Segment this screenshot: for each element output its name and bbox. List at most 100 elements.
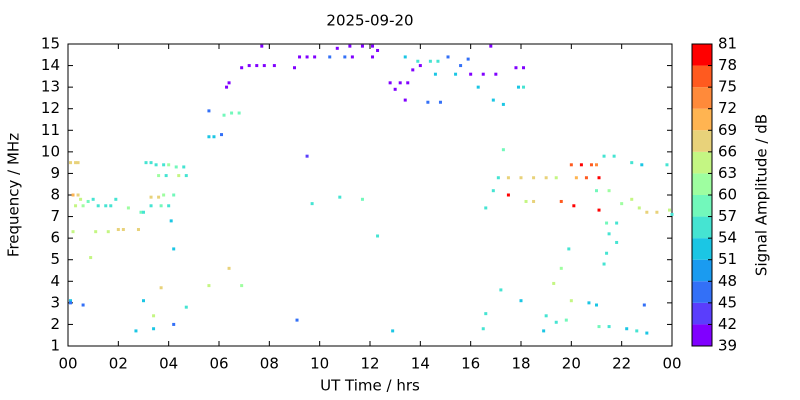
point — [411, 68, 415, 72]
y-tick-label: 6 — [50, 229, 60, 247]
point — [501, 148, 505, 152]
colorbar-label: Signal Amplitude / dB — [753, 114, 771, 276]
y-tick-label: 11 — [41, 121, 60, 139]
point — [655, 210, 659, 214]
chart-title: 2025-09-20 — [326, 12, 413, 30]
point — [172, 247, 176, 251]
point — [350, 55, 354, 59]
point — [589, 163, 593, 167]
colorbar-band — [692, 108, 712, 131]
point — [446, 55, 450, 59]
point — [519, 299, 523, 303]
colorbar-band — [692, 216, 712, 239]
point — [184, 305, 188, 309]
point — [605, 251, 609, 255]
point — [371, 55, 375, 59]
point — [293, 66, 296, 70]
point — [81, 303, 85, 307]
point — [454, 72, 458, 76]
point — [615, 240, 619, 244]
point — [86, 199, 90, 203]
point — [247, 64, 251, 68]
point — [149, 204, 153, 208]
point — [398, 81, 402, 85]
point — [116, 228, 120, 232]
point — [428, 59, 432, 63]
point — [489, 44, 493, 48]
point — [433, 72, 437, 76]
point — [207, 109, 211, 113]
x-tick-label: 04 — [159, 355, 178, 373]
point — [418, 64, 422, 68]
point — [524, 199, 528, 203]
point — [625, 327, 629, 331]
point — [335, 46, 339, 50]
x-tick-label: 10 — [310, 355, 329, 373]
point — [212, 135, 216, 139]
point — [476, 85, 480, 89]
point — [157, 174, 161, 178]
point — [360, 197, 364, 201]
point — [579, 163, 583, 167]
point — [313, 55, 317, 59]
point — [71, 230, 75, 234]
point — [615, 221, 619, 225]
y-tick-label: 13 — [41, 78, 60, 96]
point — [96, 204, 100, 208]
colorbar-band — [692, 44, 712, 66]
point — [391, 329, 395, 333]
y-tick-label: 4 — [50, 272, 60, 290]
point — [184, 174, 188, 178]
point — [237, 111, 241, 115]
point — [552, 281, 556, 285]
point — [149, 161, 153, 165]
point — [436, 59, 440, 63]
point — [139, 210, 143, 214]
point — [104, 204, 108, 208]
point — [109, 204, 113, 208]
point — [640, 163, 644, 167]
point — [152, 314, 156, 318]
point — [522, 66, 526, 70]
point — [416, 59, 420, 63]
point — [136, 228, 140, 232]
point — [554, 176, 558, 180]
point — [91, 197, 95, 201]
point — [152, 327, 156, 331]
colorbar-band — [692, 259, 712, 282]
point — [602, 262, 606, 266]
point — [554, 320, 558, 324]
point — [376, 234, 380, 238]
point — [167, 204, 171, 208]
point — [393, 87, 397, 91]
point — [569, 163, 573, 167]
point — [167, 163, 171, 167]
point — [602, 154, 606, 158]
point — [76, 161, 80, 165]
x-tick-label: 00 — [58, 355, 77, 373]
y-tick-label: 9 — [50, 164, 60, 182]
colorbar-tick-label: 63 — [718, 164, 737, 182]
point — [164, 174, 168, 178]
point — [348, 44, 352, 48]
colorbar-tick-label: 51 — [718, 250, 737, 268]
x-tick-label: 14 — [411, 355, 430, 373]
point — [376, 48, 380, 52]
point — [144, 161, 148, 165]
point — [305, 154, 309, 158]
point — [121, 228, 125, 232]
point — [142, 210, 145, 214]
point — [459, 64, 463, 68]
point — [607, 189, 611, 193]
point — [642, 303, 646, 307]
point — [295, 318, 299, 322]
point — [310, 202, 314, 206]
point — [230, 111, 234, 115]
point — [159, 286, 163, 290]
point — [134, 329, 138, 333]
point — [272, 64, 276, 68]
point — [595, 189, 598, 193]
point — [491, 98, 495, 102]
point — [220, 133, 224, 137]
